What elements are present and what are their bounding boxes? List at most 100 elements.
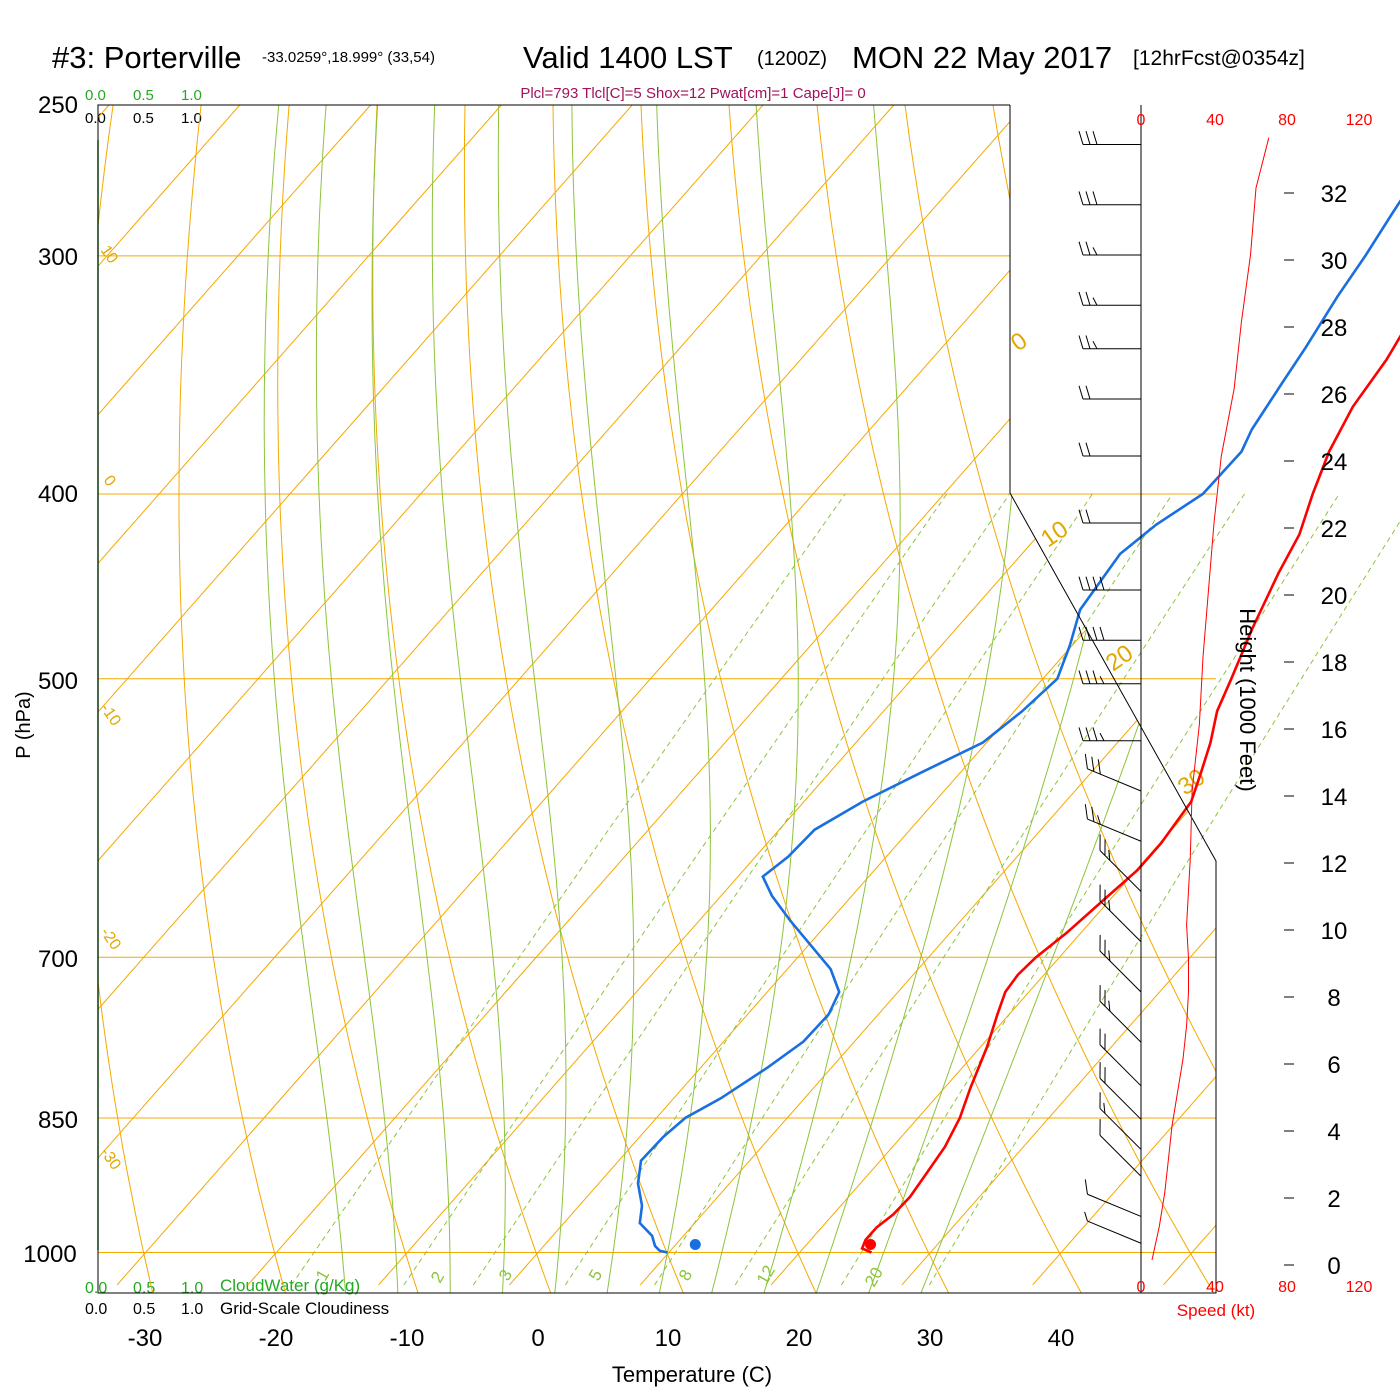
isotherm-line	[98, 105, 371, 1286]
cloudiness-tick: 1.0	[181, 1301, 203, 1318]
speed-tick: 40	[1206, 112, 1224, 129]
wind-barb-feather	[1103, 1102, 1106, 1114]
speed-tick: 120	[1346, 112, 1373, 129]
temperature-tick: -30	[128, 1325, 163, 1352]
pressure-axis-label: P (hPa)	[13, 691, 35, 758]
cloudwater-tick: 1.0	[181, 87, 202, 104]
wind-barb	[1078, 626, 1141, 641]
wind-barb-feather	[1078, 442, 1084, 457]
wind-barb-feather	[1085, 442, 1091, 457]
isotherm-line	[98, 105, 764, 1286]
moist-adiabat-line	[656, 105, 711, 1293]
wind-barb	[1078, 576, 1141, 591]
wind-barb-staff	[1099, 1000, 1142, 1043]
speed-axis-label: Speed (kt)	[1177, 1301, 1255, 1320]
cloudwater-tick: 1.0	[181, 1280, 203, 1297]
temperature-tick: 20	[786, 1325, 813, 1352]
cloudiness-tick: 1.0	[181, 110, 202, 127]
wind-barb-feather	[1092, 670, 1098, 684]
wind-barb-feather	[1078, 385, 1084, 400]
pressure-axis: 250 300 400 500 700 850 1000 P (hPa)	[13, 92, 78, 1268]
temperature-axis: -30 -20 -10 0 10 20 30 40 Temperature (C…	[128, 1325, 1075, 1387]
speed-tick: 40	[1206, 1279, 1224, 1296]
wind-barb-feather	[1084, 1179, 1088, 1195]
cloud-axis-bottom: 0.0 0.5 1.0 CloudWater (g/Kg) 0.0 0.5 1.…	[85, 1276, 389, 1318]
wind-barb	[1084, 1211, 1142, 1244]
dry-adiabat-line	[0, 71, 31, 1293]
speed-tick: 80	[1278, 1279, 1296, 1296]
cloud-axis-top: 0.0 0.5 1.0 0.0 0.5 1.0	[85, 87, 202, 127]
dry-adiabat-label: 20	[1101, 639, 1138, 676]
wind-barb-feather	[1078, 241, 1084, 256]
wind-barb-staff	[1099, 1044, 1142, 1087]
wind-barb-feather	[1084, 804, 1088, 820]
dry-adiabat-line	[900, 105, 1216, 1293]
mixing-ratio-line	[291, 493, 846, 1286]
wind-barb	[1099, 934, 1142, 993]
wind-barb-feather	[1085, 385, 1091, 400]
mixing-ratio-line	[654, 493, 1173, 1286]
wind-barb-staff	[1087, 1220, 1142, 1244]
wind-barb	[1099, 1028, 1142, 1087]
height-tick-label: 6	[1327, 1052, 1340, 1079]
pressure-tick: 400	[38, 481, 78, 508]
station-title: #3: Porterville	[52, 40, 242, 75]
wind-speed-axis-bottom: 0 40 80 120 Speed (kt)	[1137, 1279, 1373, 1320]
wind-barb-feather	[1092, 131, 1098, 145]
isotherm-line	[98, 105, 633, 1286]
height-tick-label: 2	[1327, 1186, 1340, 1213]
isotherm-label: -10	[97, 701, 124, 730]
wind-barb-staff	[1099, 1134, 1142, 1177]
forecast-date: MON 22 May 2017	[852, 40, 1112, 75]
temperature-tick: -20	[259, 1325, 294, 1352]
pressure-tick: 500	[38, 668, 78, 695]
mixing-ratio-label: 20	[861, 1264, 887, 1290]
cloudwater-tick: 0.5	[133, 87, 154, 104]
wind-barb-feather	[1092, 247, 1098, 256]
wind-barb-staff	[1087, 1193, 1142, 1217]
wind-barb-feather	[1108, 950, 1111, 961]
wind-barb	[1078, 335, 1141, 350]
dry-adiabat-line	[372, 105, 552, 1293]
isotherm-line	[98, 105, 241, 1286]
wind-barb-feather	[1078, 727, 1084, 741]
wind-barb-feather	[1092, 340, 1098, 350]
mixing-ratio-line	[734, 493, 1245, 1286]
wind-barb-feather	[1078, 131, 1084, 145]
wind-barb-feather	[1078, 191, 1084, 205]
dry-adiabat-line	[98, 105, 154, 1293]
wind-barb-feather	[1078, 670, 1084, 684]
temperature-axis-label: Temperature (C)	[612, 1362, 772, 1387]
temperature-tick: 30	[917, 1325, 944, 1352]
wind-barb-feather	[1084, 753, 1088, 769]
moist-adiabat-line	[763, 105, 901, 1293]
wind-barb-feather	[1085, 509, 1091, 524]
wind-barb-feather	[1078, 576, 1084, 591]
wind-barb	[1078, 385, 1141, 400]
cloudiness-tick: 0.5	[133, 1301, 155, 1318]
wind-barb-feather	[1099, 732, 1105, 741]
cloudwater-tick: 0.0	[85, 87, 106, 104]
wind-barb-feather	[1097, 815, 1101, 825]
surface-temperature-dot	[865, 1239, 877, 1250]
wind-barb	[1099, 1092, 1142, 1150]
wind-barb	[1078, 727, 1141, 742]
wind-barb-feather	[1108, 900, 1111, 911]
temperature-profile-line	[860, 334, 1400, 1254]
wind-barb-feather	[1085, 626, 1091, 641]
speed-tick: 0	[1137, 112, 1146, 129]
pressure-tick: 1000	[23, 1241, 76, 1268]
mixing-ratio-line	[403, 493, 948, 1286]
wind-barb-feather	[1085, 727, 1091, 741]
isotherm-lines	[98, 105, 1216, 1286]
wind-barb	[1099, 985, 1142, 1043]
isotherm-line	[98, 105, 895, 1286]
height-tick-label: 4	[1327, 1119, 1340, 1146]
wind-barb	[1099, 1062, 1142, 1120]
wind-barb-staff	[1099, 950, 1142, 993]
wind-barb-feather	[1078, 509, 1084, 524]
wind-barb-feather	[1108, 1000, 1111, 1012]
mixing-ratio-lines	[291, 493, 1400, 1286]
speed-tick: 120	[1346, 1279, 1373, 1296]
mixing-ratio-line	[564, 493, 1093, 1286]
